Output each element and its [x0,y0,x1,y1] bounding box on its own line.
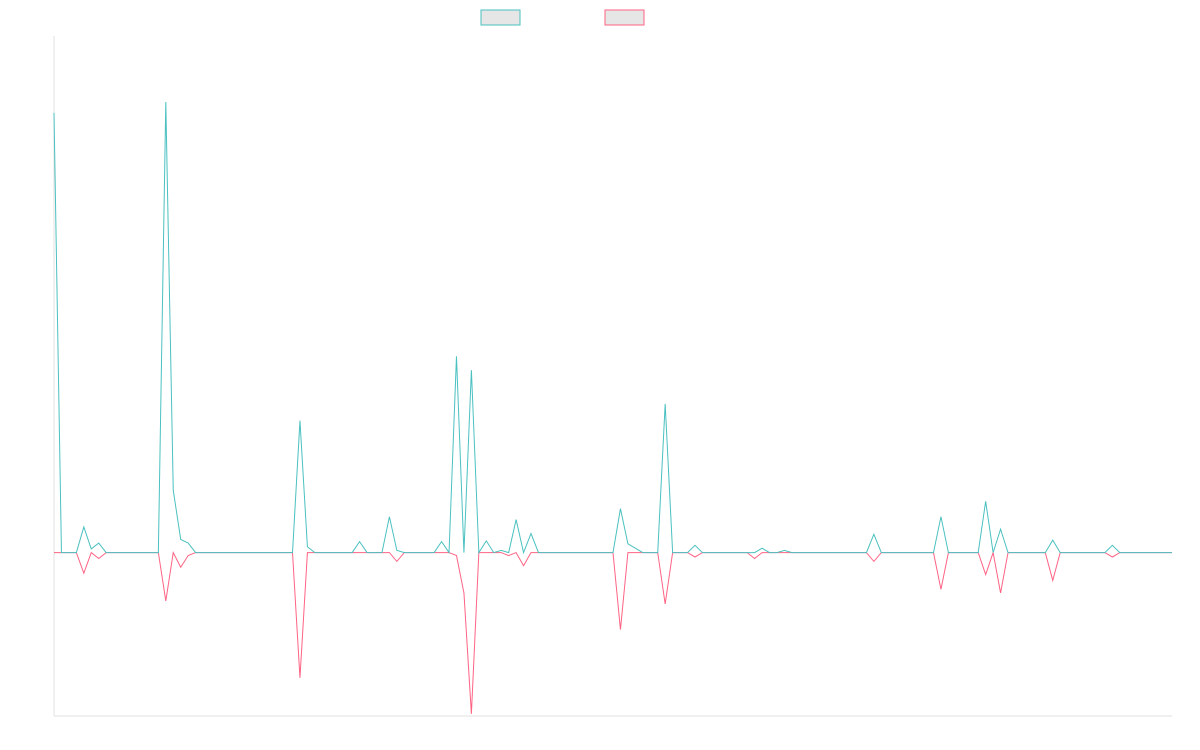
chart-legend[interactable] [480,9,645,26]
legend-swatch-2 [604,9,645,26]
legend-item-2[interactable] [604,9,645,26]
legend-swatch-1 [480,9,521,26]
chart-series [53,101,1172,714]
chart-axes [53,36,1172,717]
legend-item-1[interactable] [480,9,521,26]
series-line-1 [53,101,1172,555]
series-line-2 [54,550,1172,714]
